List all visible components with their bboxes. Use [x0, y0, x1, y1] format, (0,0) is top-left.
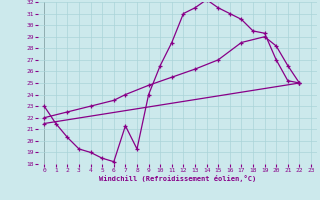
- X-axis label: Windchill (Refroidissement éolien,°C): Windchill (Refroidissement éolien,°C): [99, 175, 256, 182]
